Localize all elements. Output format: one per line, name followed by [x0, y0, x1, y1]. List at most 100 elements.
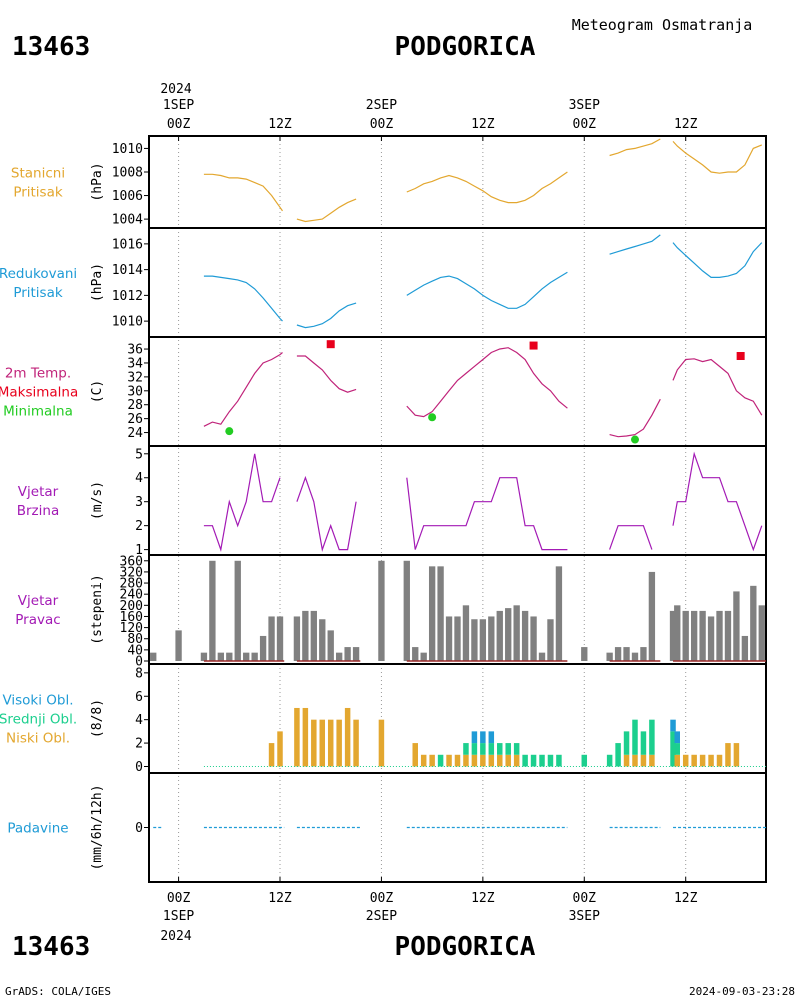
mid-cloud-bar: [649, 719, 655, 755]
mid-cloud-bar: [505, 743, 511, 755]
wind-direction-bar: [420, 652, 427, 661]
wind-direction-bar: [750, 585, 757, 661]
wind-direction-bar: [614, 647, 622, 661]
low-cloud-bar: [454, 754, 461, 767]
max-temp-marker: [736, 352, 745, 361]
wind-direction-bar: [505, 608, 512, 661]
panel-frame-reduced-pressure: [148, 227, 767, 338]
y-tick-label: 32: [127, 370, 143, 385]
wind-direction-bar: [454, 616, 461, 661]
y-tick-label: 4: [135, 713, 143, 728]
y-tick-label: 120: [120, 621, 143, 636]
x-tick-label-top: 00Z: [370, 117, 394, 132]
mid-cloud-bar: [513, 743, 520, 755]
low-cloud-bar: [327, 719, 334, 767]
low-cloud-bar: [716, 754, 723, 767]
panel-wind-direction: Vjetar Pravac (stepeni) 0408012016020024028…: [15, 554, 767, 670]
low-cloud-bar: [344, 707, 351, 767]
series-line-temperature: [672, 358, 763, 416]
y-tick-label: 1008: [112, 165, 143, 180]
year-top: 2024: [160, 82, 191, 97]
series-line-wind-speed: [672, 451, 763, 552]
high-cloud-bar: [471, 731, 478, 744]
wind-direction-bar: [319, 619, 326, 661]
wind-direction-bar: [226, 652, 233, 661]
panel-station-pressure: Stanicni Pritisak (hPa) 1004 1006 1008 1010: [11, 135, 767, 229]
low-cloud-bar: [268, 743, 275, 767]
x-date-label-top: 3SEP: [569, 98, 600, 113]
x-tick-label-top: 00Z: [573, 117, 597, 132]
wind-direction-bar: [310, 610, 317, 661]
x-tick-label-bottom: 00Z: [167, 891, 191, 906]
wind-direction-bar: [268, 616, 275, 661]
x-tick-label-bottom: 12Z: [674, 891, 698, 906]
y-tick-label: 28: [127, 398, 143, 413]
min-temp-marker: [428, 413, 437, 422]
wind-direction-bar: [259, 635, 267, 661]
y-tick-label: 5: [135, 447, 143, 462]
low-cloud-bar: [463, 754, 469, 767]
mid-cloud-bar: [471, 743, 478, 755]
y-tick-label: 2: [135, 737, 143, 752]
low-cloud-bar: [488, 754, 495, 767]
series-line-station-pressure: [406, 171, 568, 204]
y-tick-label: 6: [135, 690, 143, 705]
high-cloud-bar: [480, 731, 486, 744]
mid-cloud-bar: [674, 743, 681, 755]
low-cloud-bar: [420, 754, 427, 767]
panel-label-clouds: Srednji Obl.: [0, 712, 77, 728]
y-tick-label: 80: [127, 632, 143, 647]
low-cloud-bar: [623, 754, 630, 767]
y-tick-label: 2: [135, 519, 143, 534]
low-cloud-bar: [725, 743, 731, 767]
wind-direction-bar: [648, 571, 656, 661]
y-tick-label: 240: [120, 588, 143, 603]
y-tick-label: 1016: [112, 237, 143, 252]
y-tick-label: 360: [120, 554, 143, 569]
low-cloud-bar: [733, 743, 740, 767]
y-tick-label: 34: [127, 356, 143, 371]
series-line-wind-speed: [609, 525, 653, 550]
low-cloud-bar: [277, 731, 283, 767]
panel-label-temperature: 2m Temp.: [5, 366, 71, 382]
panel-label-wind-speed: Vjetar: [18, 484, 59, 500]
series-line-wind-speed: [203, 453, 281, 552]
wind-direction-bar: [251, 652, 258, 661]
wind-direction-bar: [581, 647, 588, 661]
year-bottom: 2024: [160, 929, 191, 944]
wind-direction-bar: [293, 616, 301, 661]
mid-cloud-bar: [539, 754, 545, 767]
wind-direction-bar: [521, 610, 529, 661]
low-cloud-bar: [302, 707, 309, 767]
panel-label-wind-direction: Pravac: [15, 612, 60, 628]
low-cloud-bar: [480, 754, 486, 767]
high-cloud-bar: [674, 731, 681, 744]
x-date-label-bottom: 1SEP: [163, 909, 194, 924]
y-tick-label: 8: [135, 666, 143, 681]
series-line-temperature: [296, 355, 357, 393]
wind-direction-bar: [699, 610, 706, 661]
mid-cloud-bar: [581, 754, 588, 767]
panel-label-clouds: Niski Obl.: [6, 731, 70, 747]
mid-cloud-bar: [615, 743, 621, 767]
low-cloud-bar: [311, 719, 317, 767]
series-line-temperature: [609, 398, 661, 438]
panel-frame-wind-speed: [148, 445, 767, 556]
low-cloud-bar: [649, 754, 655, 767]
series-line-reduced-pressure: [609, 234, 661, 255]
y-tick-label: 280: [120, 577, 143, 592]
y-tick-label: 1: [135, 543, 143, 558]
mid-cloud-bar: [437, 754, 444, 767]
mid-cloud-bar: [640, 731, 647, 755]
wind-direction-bar: [209, 560, 216, 661]
max-temp-marker: [529, 341, 538, 350]
y-tick-label: 24: [127, 426, 143, 441]
high-cloud-bar: [488, 731, 495, 744]
wind-direction-bar: [428, 566, 436, 661]
wind-direction-bar: [378, 560, 385, 661]
wind-direction-bar: [496, 610, 503, 661]
y-tick-label: 160: [120, 610, 143, 625]
wind-direction-bar: [150, 652, 157, 661]
mid-cloud-bar: [530, 754, 537, 767]
